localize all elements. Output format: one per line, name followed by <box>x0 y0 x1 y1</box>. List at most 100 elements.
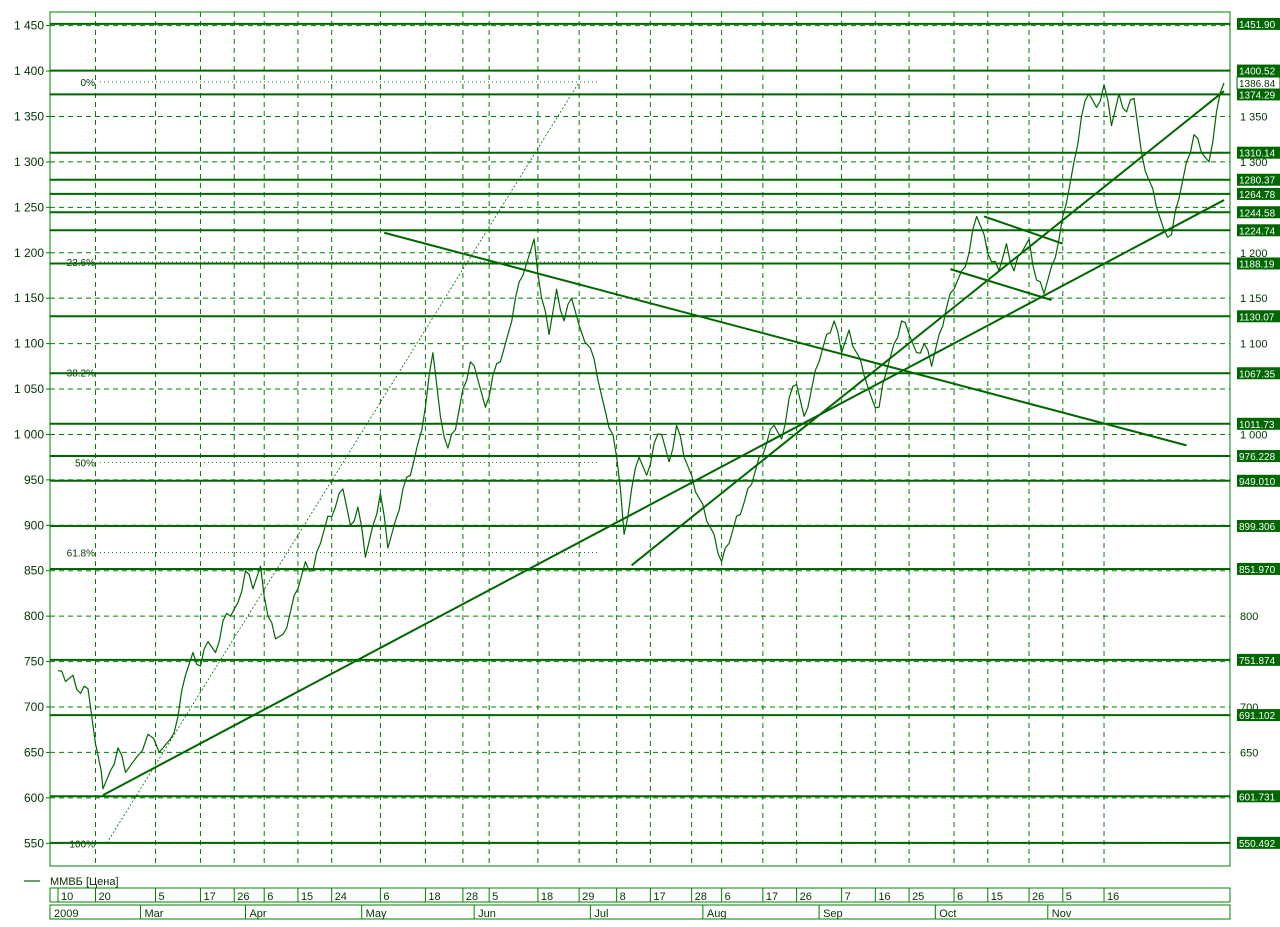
right-axis-label: 1 000 <box>1240 429 1268 441</box>
x-tick-label: 17 <box>653 891 665 903</box>
y-tick-label: 950 <box>24 473 44 487</box>
level-badge-label: 1264.78 <box>1239 190 1276 201</box>
y-tick-label: 1 400 <box>14 64 44 78</box>
level-badge-label: 1224.74 <box>1239 226 1276 237</box>
y-tick-label: 800 <box>24 609 44 623</box>
level-badge <box>1237 417 1280 430</box>
level-badge <box>1237 367 1280 380</box>
x-tick-label: 20 <box>98 891 110 903</box>
level-badge <box>1237 474 1280 487</box>
y-tick-label: 1 000 <box>14 427 44 441</box>
month-label: May <box>366 908 387 920</box>
x-tick-label: 6 <box>383 891 389 903</box>
right-axis-label: 800 <box>1240 611 1258 623</box>
x-tick-label: 25 <box>912 891 924 903</box>
x-tick-label: 28 <box>466 891 478 903</box>
level-badge-label: 1188.19 <box>1239 259 1275 270</box>
y-tick-label: 1 300 <box>14 155 44 169</box>
y-tick-label: 550 <box>24 836 44 850</box>
right-axis-label: 1 150 <box>1240 293 1268 305</box>
x-tick-label: 18 <box>541 891 553 903</box>
level-badge-label: 1451.90 <box>1239 20 1276 31</box>
trendline <box>383 231 1187 447</box>
x-tick-label: 6 <box>267 891 273 903</box>
level-badge <box>1237 519 1280 532</box>
x-tick-label: 16 <box>878 891 890 903</box>
x-tick-label: 8 <box>620 891 626 903</box>
x-tick-label: 26 <box>1032 891 1044 903</box>
level-badge <box>1237 88 1280 101</box>
level-badge <box>1237 173 1280 186</box>
last-price-badge <box>1236 76 1280 90</box>
month-label: Mar <box>144 908 163 920</box>
level-badge <box>1237 562 1280 575</box>
month-label: Aug <box>707 908 727 920</box>
x-tick-label: 6 <box>725 891 731 903</box>
level-badge-label: 601.731 <box>1239 792 1276 803</box>
level-badge <box>1237 836 1280 849</box>
level-badge-label: 751.874 <box>1239 656 1276 667</box>
y-tick-label: 750 <box>24 655 44 669</box>
legend-label: ММВБ [Цена] <box>50 876 119 888</box>
x-tick-label: 26 <box>237 891 249 903</box>
right-axis-label: 650 <box>1240 747 1258 759</box>
y-tick-label: 1 200 <box>14 246 44 260</box>
y-tick-label: 850 <box>24 564 44 578</box>
x-tick-label: 29 <box>582 891 594 903</box>
trendline <box>983 215 1064 245</box>
x-tick-label: 7 <box>845 891 851 903</box>
level-badge <box>1237 224 1280 237</box>
fibonacci-level-label: 61.8% <box>67 549 95 560</box>
x-tick-label: 28 <box>695 891 707 903</box>
right-axis-label: 1 300 <box>1240 157 1268 169</box>
x-tick-label: 24 <box>335 891 347 903</box>
y-tick-label: 1 100 <box>14 337 44 351</box>
level-badge <box>1237 310 1280 323</box>
level-badge <box>1237 653 1280 666</box>
level-badge-label: 1244.58 <box>1239 208 1276 219</box>
x-tick-label: 17 <box>203 891 215 903</box>
level-badge <box>1237 257 1280 270</box>
x-tick-label: 5 <box>158 891 164 903</box>
month-label: Nov <box>1052 908 1072 920</box>
trendline <box>950 268 1052 301</box>
x-tick-label: 26 <box>800 891 812 903</box>
level-badge-label: 1067.35 <box>1239 369 1276 380</box>
level-badge-label: 1374.29 <box>1239 90 1276 101</box>
month-label: Oct <box>939 908 956 920</box>
right-axis-label: 1 100 <box>1240 339 1268 351</box>
fibonacci-level-label: 100% <box>69 839 95 850</box>
level-badge-label: 1011.73 <box>1239 420 1275 431</box>
level-badge-label: 1130.07 <box>1239 312 1275 323</box>
plot-frame <box>49 11 1231 867</box>
x-tick-label: 15 <box>301 891 313 903</box>
y-tick-label: 650 <box>24 745 44 759</box>
month-label: Sep <box>823 908 843 920</box>
x-tick-label: 6 <box>957 891 963 903</box>
y-tick-label: 1 150 <box>14 291 44 305</box>
month-label: Apr <box>249 908 266 920</box>
level-badge <box>1237 450 1280 463</box>
level-badge-label: 949.010 <box>1239 477 1276 488</box>
level-badge-label: 976.228 <box>1239 452 1276 463</box>
level-badge-label: 1280.37 <box>1239 176 1276 187</box>
price-series-line <box>57 82 1225 790</box>
month-label: Jul <box>594 908 608 920</box>
y-tick-label: 1 250 <box>14 200 44 214</box>
right-axis-label: 1 350 <box>1240 111 1268 123</box>
level-badge <box>1237 187 1280 200</box>
level-badge <box>1237 146 1280 159</box>
x-axis-days-row <box>49 887 1231 903</box>
x-tick-label: 5 <box>492 891 498 903</box>
fibonacci-level-label: 0% <box>81 78 96 89</box>
y-tick-label: 1 450 <box>14 19 44 33</box>
level-badge <box>1237 206 1280 219</box>
y-tick-label: 900 <box>24 518 44 532</box>
level-badge-label: 851.970 <box>1239 565 1276 576</box>
level-badge <box>1237 64 1280 77</box>
fibonacci-level-label: 50% <box>75 459 95 470</box>
level-badge-label: 899.306 <box>1239 522 1276 533</box>
trendline <box>102 199 1225 797</box>
